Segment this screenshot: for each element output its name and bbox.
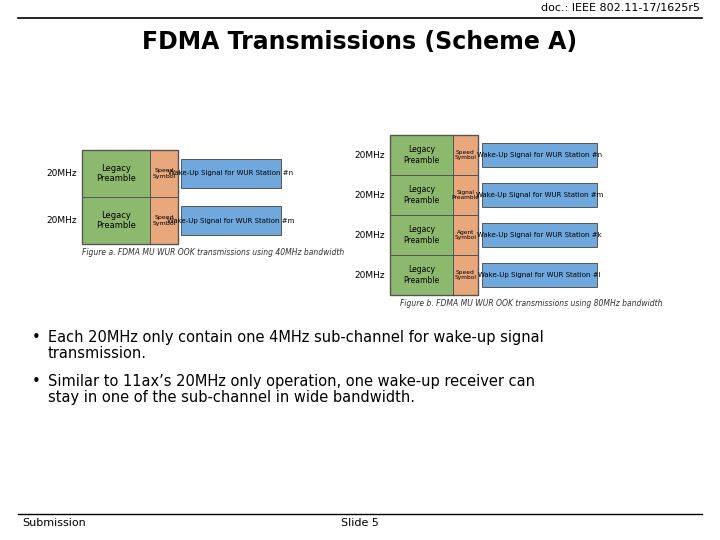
Text: 20MHz: 20MHz — [354, 191, 385, 199]
Bar — [181, 159, 281, 188]
Text: Legacy
Preamble: Legacy Preamble — [403, 265, 440, 285]
Text: 20MHz: 20MHz — [46, 169, 77, 178]
Bar — [453, 135, 478, 175]
Text: Wake-Up Signal for WUR Station #m: Wake-Up Signal for WUR Station #m — [167, 218, 294, 224]
Text: 20MHz: 20MHz — [46, 216, 77, 225]
Text: Similar to 11ax’s 20MHz only operation, one wake-up receiver can: Similar to 11ax’s 20MHz only operation, … — [48, 374, 535, 389]
Text: Wake-Up Signal for WUR Station #n: Wake-Up Signal for WUR Station #n — [168, 171, 294, 177]
Bar — [390, 135, 453, 175]
Bar — [482, 263, 597, 287]
Text: Wake-Up Signal for WUR Station #k: Wake-Up Signal for WUR Station #k — [477, 232, 602, 238]
Bar — [482, 183, 597, 207]
Bar — [82, 150, 150, 197]
Text: Each 20MHz only contain one 4MHz sub-channel for wake-up signal: Each 20MHz only contain one 4MHz sub-cha… — [48, 330, 544, 345]
Text: Submission: Submission — [22, 518, 86, 528]
Bar — [150, 150, 178, 197]
Text: Figure b. FDMA MU WUR OOK transmissions using 80MHz bandwidth: Figure b. FDMA MU WUR OOK transmissions … — [400, 299, 662, 308]
Text: Legacy
Preamble: Legacy Preamble — [403, 145, 440, 165]
Bar — [453, 175, 478, 215]
Text: Figure a. FDMA MU WUR OOK transmissions using 40MHz bandwidth: Figure a. FDMA MU WUR OOK transmissions … — [82, 248, 344, 257]
Bar — [390, 135, 478, 295]
Bar — [390, 255, 453, 295]
Text: 20MHz: 20MHz — [354, 151, 385, 159]
Bar — [150, 197, 178, 244]
Bar — [390, 215, 453, 255]
Text: Speed
Symbol: Speed Symbol — [153, 168, 176, 179]
Bar — [181, 206, 281, 235]
Text: Wake-Up Signal for WUR Station #m: Wake-Up Signal for WUR Station #m — [476, 192, 603, 198]
Text: Speed
Symbol: Speed Symbol — [454, 150, 477, 160]
Text: FDMA Transmissions (Scheme A): FDMA Transmissions (Scheme A) — [143, 30, 577, 54]
Text: •: • — [32, 330, 41, 345]
Bar — [482, 143, 597, 167]
Text: stay in one of the sub-channel in wide bandwidth.: stay in one of the sub-channel in wide b… — [48, 390, 415, 405]
Text: Wake-Up Signal for WUR Station #n: Wake-Up Signal for WUR Station #n — [477, 152, 602, 158]
Text: Speed
Symbol: Speed Symbol — [153, 215, 176, 226]
Text: Slide 5: Slide 5 — [341, 518, 379, 528]
Text: Speed
Symbol: Speed Symbol — [454, 269, 477, 280]
Bar — [453, 215, 478, 255]
Text: doc.: IEEE 802.11-17/1625r5: doc.: IEEE 802.11-17/1625r5 — [541, 3, 700, 13]
Text: Legacy
Preamble: Legacy Preamble — [403, 225, 440, 245]
Text: Wake-Up Signal for WUR Station #l: Wake-Up Signal for WUR Station #l — [478, 272, 600, 278]
Text: Legacy
Preamble: Legacy Preamble — [96, 164, 136, 183]
Text: Signal
Preamble: Signal Preamble — [451, 190, 480, 200]
Text: 20MHz: 20MHz — [354, 271, 385, 280]
Text: transmission.: transmission. — [48, 346, 147, 361]
Bar — [453, 255, 478, 295]
Text: Legacy
Preamble: Legacy Preamble — [403, 185, 440, 205]
Bar — [82, 150, 178, 244]
Bar — [82, 197, 150, 244]
Text: Legacy
Preamble: Legacy Preamble — [96, 211, 136, 230]
Text: Agent
Symbol: Agent Symbol — [454, 230, 477, 240]
Bar — [482, 223, 597, 247]
Bar — [390, 175, 453, 215]
Text: 20MHz: 20MHz — [354, 231, 385, 240]
Text: •: • — [32, 374, 41, 389]
